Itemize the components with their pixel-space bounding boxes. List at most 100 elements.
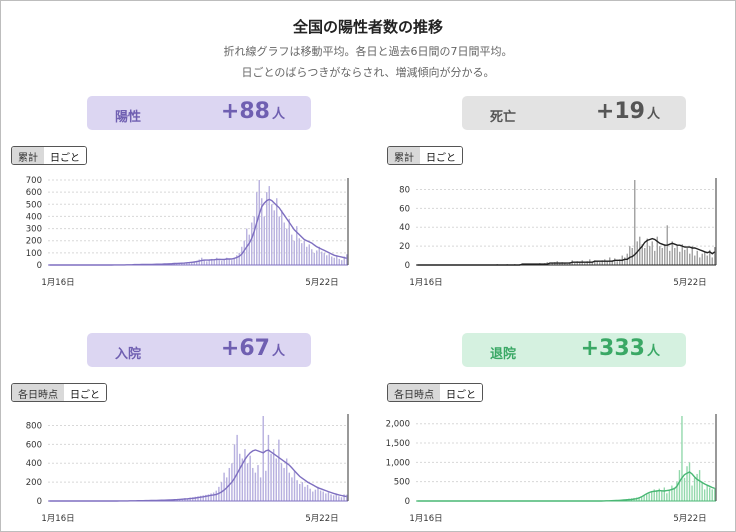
- discharge-y-tick-label: 1,500: [386, 439, 410, 449]
- positive-daily-bar: [313, 252, 315, 265]
- positive-daily-bar: [318, 246, 320, 265]
- discharge-y-tick-label: 2,000: [386, 420, 410, 430]
- death-daily-bar: [614, 258, 616, 265]
- hospital-daily-bar: [241, 458, 244, 501]
- positive-daily-bar: [236, 255, 238, 265]
- subtitle-line-2: 日ごとのばらつきがならされ、増減傾向が分かる。: [241, 66, 495, 79]
- positive-value: +88 人: [220, 99, 285, 124]
- hospital-summary-card: 入院 +67 人: [87, 333, 311, 367]
- positive-daily-bar: [298, 238, 300, 265]
- positive-daily-bar: [211, 258, 213, 265]
- hospital-daily-bar: [192, 497, 194, 501]
- hospital-daily-bar: [275, 458, 277, 501]
- hospital-daily-bar: [299, 484, 301, 501]
- hospital-chart: 0 200 400 600 800 1月16日 5月22日: [26, 414, 349, 524]
- discharge-daily-bar: [656, 490, 658, 501]
- positive-y-tick-label: 500: [26, 200, 42, 210]
- positive-daily-bar: [326, 255, 328, 265]
- positive-daily-bar: [281, 210, 283, 265]
- death-daily-bar: [611, 260, 613, 265]
- positive-label: 陽性: [115, 110, 142, 125]
- hospital-y-tick-label: 800: [26, 421, 42, 431]
- death-daily-bar: [649, 246, 651, 265]
- positive-daily-bar: [213, 259, 215, 265]
- discharge-daily-bar: [698, 470, 701, 501]
- death-daily-bar: [574, 263, 576, 265]
- death-daily-bar: [674, 248, 676, 265]
- hospital-daily-bar: [244, 449, 246, 501]
- positive-daily-bar: [191, 261, 193, 265]
- hospital-daily-bar: [233, 444, 236, 501]
- positive-daily-bar: [276, 198, 278, 265]
- discharge-daily-bar: [673, 487, 676, 501]
- death-y-tick-label: 80: [399, 185, 410, 195]
- discharge-daily-bar: [676, 481, 678, 501]
- hospital-daily-bar: [283, 467, 285, 501]
- hospital-daily-bar: [343, 494, 345, 501]
- discharge-daily-bar: [640, 496, 643, 501]
- death-chart: 0 20 40 60 80 1月16日 5月22日: [399, 178, 717, 288]
- hospital-y-tick-label: 200: [26, 478, 42, 488]
- hospital-daily-bar: [197, 496, 199, 501]
- death-daily-bar: [694, 255, 696, 265]
- hospital-daily-bar: [285, 458, 288, 501]
- hospital-daily-bar: [202, 495, 204, 501]
- hospital-daily-bar: [280, 463, 283, 501]
- positive-daily-bar: [178, 263, 180, 265]
- hospital-x-start-label: 1月16日: [41, 514, 74, 524]
- death-daily-bar: [596, 261, 598, 265]
- positive-y-tick-label: 400: [26, 212, 42, 222]
- discharge-daily-bar: [653, 489, 655, 501]
- hospital-toggle-per-day-status[interactable]: 各日時点: [12, 384, 64, 401]
- positive-daily-bar: [291, 234, 293, 265]
- death-daily-bar: [689, 253, 691, 265]
- hospital-daily-bar: [212, 492, 215, 501]
- death-daily-bar: [699, 257, 701, 265]
- death-daily-bar: [654, 250, 656, 265]
- death-y-tick-label: 0: [405, 261, 410, 271]
- hospital-daily-bar: [270, 453, 272, 501]
- positive-daily-bar: [188, 262, 190, 265]
- death-daily-bar: [559, 263, 561, 265]
- positive-daily-bar: [176, 263, 178, 265]
- hospital-toggle-daily[interactable]: 日ごと: [64, 384, 106, 401]
- discharge-value: +333 人: [580, 336, 660, 361]
- hospital-y-tick-label: 400: [26, 459, 42, 469]
- page-title: 全国の陽性者数の推移: [292, 18, 443, 36]
- discharge-summary-card: 退院 +333 人: [462, 333, 686, 367]
- positive-daily-bar: [316, 250, 318, 265]
- positive-daily-bar: [241, 246, 243, 265]
- hospital-value: +67 人: [220, 336, 285, 361]
- hospital-daily-bar: [330, 494, 332, 501]
- discharge-toggle-per-day-status[interactable]: 各日時点: [388, 384, 440, 401]
- death-toggle-cumulative[interactable]: 累計: [388, 147, 420, 164]
- positive-daily-bar: [183, 262, 185, 265]
- death-daily-bar: [684, 249, 686, 265]
- discharge-daily-bar: [696, 473, 698, 501]
- hospital-daily-bar: [267, 434, 270, 501]
- death-toggle-daily[interactable]: 日ごと: [420, 147, 462, 164]
- positive-daily-bar: [288, 218, 290, 265]
- positive-toggle-daily[interactable]: 日ごと: [44, 147, 86, 164]
- hospital-x-end-label: 5月22日: [305, 514, 338, 524]
- hospital-daily-bar: [309, 488, 311, 501]
- positive-daily-bar: [193, 261, 195, 265]
- positive-toggle-cumulative[interactable]: 累計: [12, 147, 44, 164]
- death-daily-bar: [651, 241, 653, 265]
- positive-chart: 0 100 200 300 400 500 600 700 1月16日 5月22日: [26, 176, 349, 288]
- positive-daily-bar: [226, 257, 228, 265]
- hospital-daily-bar: [252, 467, 254, 501]
- discharge-toggle-daily[interactable]: 日ごと: [440, 384, 482, 401]
- death-daily-bar: [706, 255, 708, 265]
- death-daily-bar: [604, 259, 606, 265]
- discharge-daily-bar: [671, 485, 673, 501]
- hospital-daily-bar: [325, 493, 327, 501]
- hospital-moving-average-line: [49, 449, 347, 502]
- positive-daily-bar: [296, 226, 298, 265]
- death-daily-bar: [636, 241, 638, 265]
- death-y-tick-label: 60: [399, 204, 410, 214]
- positive-daily-bar: [233, 258, 235, 265]
- positive-daily-bar: [251, 222, 253, 265]
- discharge-daily-bar: [681, 416, 683, 501]
- positive-y-tick-label: 100: [26, 249, 42, 259]
